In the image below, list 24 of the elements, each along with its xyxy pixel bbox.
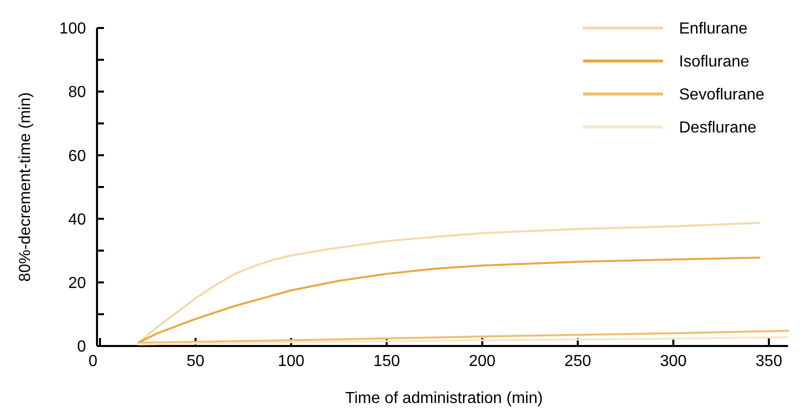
line-series [137, 336, 789, 346]
y-tick-label: 40 [68, 211, 86, 228]
x-tick-label: 300 [660, 353, 687, 370]
x-tick-label: 200 [468, 353, 496, 370]
y-tick-label: 100 [59, 20, 86, 38]
y-tick-label: 20 [68, 275, 86, 292]
y-tick-label: 60 [68, 148, 86, 165]
legend-label: Sevoflurane [679, 86, 764, 104]
x-tick-label: 0 [88, 353, 98, 370]
line-series [137, 222, 760, 344]
y-tick-label: 80 [68, 84, 86, 102]
legend-label: Isoflurane [679, 54, 750, 71]
y-tick-label: 0 [77, 338, 86, 356]
line-series [137, 256, 760, 344]
x-tick-label: 100 [278, 353, 305, 370]
legend-label: Enflurane [679, 20, 748, 38]
x-tick-label: 150 [373, 353, 400, 370]
legend-label: Desflurane [679, 120, 756, 137]
x-tick-label: 50 [186, 353, 205, 370]
line-series [137, 330, 789, 344]
y-axis-title: 80%-decrement-time (min) [17, 92, 34, 282]
x-axis-title: Time of administration (min) [345, 390, 543, 407]
x-tick-label: 350 [756, 353, 782, 370]
x-tick-label: 250 [564, 353, 592, 370]
